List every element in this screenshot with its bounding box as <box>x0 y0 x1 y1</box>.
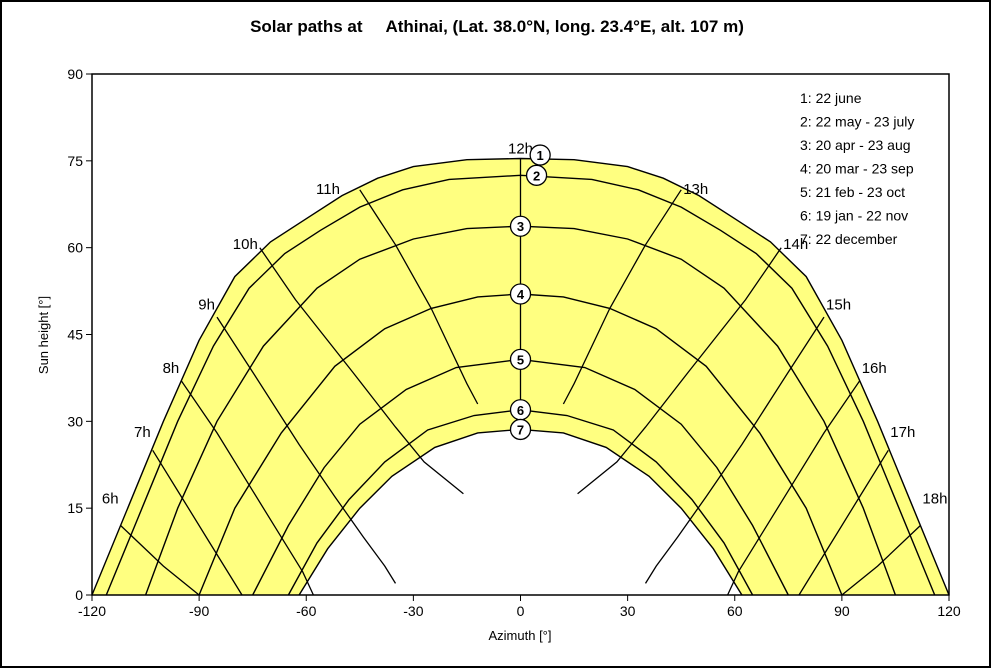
plot-area: -120 -90 -60 -30 0 30 60 90 12001530456075906h7h… <box>67 66 960 619</box>
hour-label-9h: 9h <box>198 297 215 314</box>
hour-line-10h <box>259 247 464 495</box>
x-tick-label: -30 <box>403 603 423 619</box>
y-tick-label: 0 <box>75 587 83 603</box>
hour-label-16h: 16h <box>862 360 887 377</box>
series-marker-2 <box>525 164 548 186</box>
legend-entry: 2: 22 may - 23 july <box>800 114 914 130</box>
hour-line-6h <box>120 525 200 596</box>
hour-label-10h: 10h <box>233 236 258 253</box>
series-marker-label-3: 3 <box>517 219 524 234</box>
x-tick-label: -60 <box>296 603 316 619</box>
hour-label-15h: 15h <box>826 297 851 314</box>
hour-line-16h <box>727 380 861 596</box>
series-marker-4 <box>509 283 532 305</box>
hour-line-9h <box>216 316 397 584</box>
series-marker-label-4: 4 <box>517 287 525 302</box>
y-axis-label: Sun height [°] <box>36 296 51 374</box>
y-tick-label: 60 <box>67 240 83 256</box>
y-tick-label: 15 <box>67 500 83 516</box>
hour-line-17h <box>798 449 889 596</box>
y-tick-label: 75 <box>67 153 83 169</box>
series-marker-label-7: 7 <box>517 422 524 437</box>
sun-path-2 <box>105 174 936 596</box>
legend-entry: 5: 21 feb - 23 oct <box>800 184 905 200</box>
series-marker-label-1: 1 <box>537 148 544 163</box>
series-marker-label-6: 6 <box>517 403 524 418</box>
hour-label-8h: 8h <box>163 360 180 377</box>
legend-entry: 6: 19 jan - 22 nov <box>800 208 908 224</box>
y-tick-label: 90 <box>67 66 83 82</box>
hour-line-15h <box>644 316 825 584</box>
x-tick-label: 120 <box>937 603 961 619</box>
hour-line-7h <box>152 449 243 596</box>
hour-label-13h: 13h <box>683 181 708 198</box>
x-tick-label: 30 <box>620 603 636 619</box>
hour-label-18h: 18h <box>922 490 947 507</box>
x-tick-label: -120 <box>78 603 106 619</box>
x-tick-label: 90 <box>834 603 850 619</box>
hour-label-7h: 7h <box>134 424 151 441</box>
legend-entry: 7: 22 december <box>800 231 898 247</box>
y-tick-label: 30 <box>67 413 83 429</box>
series-marker-label-5: 5 <box>517 352 524 367</box>
hour-label-12h: 12h <box>508 140 533 157</box>
x-axis-label: Azimuth [°] <box>489 628 552 643</box>
hour-line-14h <box>577 247 782 495</box>
series-marker-label-2: 2 <box>533 168 540 183</box>
legend-entry: 3: 20 apr - 23 aug <box>800 137 911 153</box>
hour-line-18h <box>841 525 921 596</box>
chart-title: Solar paths at Athinai, (Lat. 38.0°N, lo… <box>250 17 744 36</box>
x-tick-label: 0 <box>517 603 525 619</box>
series-marker-3 <box>509 215 532 237</box>
series-marker-5 <box>509 348 532 371</box>
legend-entry: 4: 20 mar - 23 sep <box>800 161 914 177</box>
x-tick-label: -90 <box>189 603 209 619</box>
sun-path-1 <box>91 157 950 596</box>
y-tick-label: 45 <box>67 327 83 343</box>
series-marker-7 <box>509 418 532 441</box>
hour-label-11h: 11h <box>316 181 340 198</box>
series-marker-1 <box>529 144 551 166</box>
hour-label-14h: 14h <box>783 236 808 253</box>
hour-line-8h <box>180 380 314 596</box>
hour-label-17h: 17h <box>890 424 915 441</box>
legend-entry: 1: 22 june <box>800 90 862 106</box>
x-tick-label: 60 <box>727 603 743 619</box>
hour-label-6h: 6h <box>102 490 119 507</box>
